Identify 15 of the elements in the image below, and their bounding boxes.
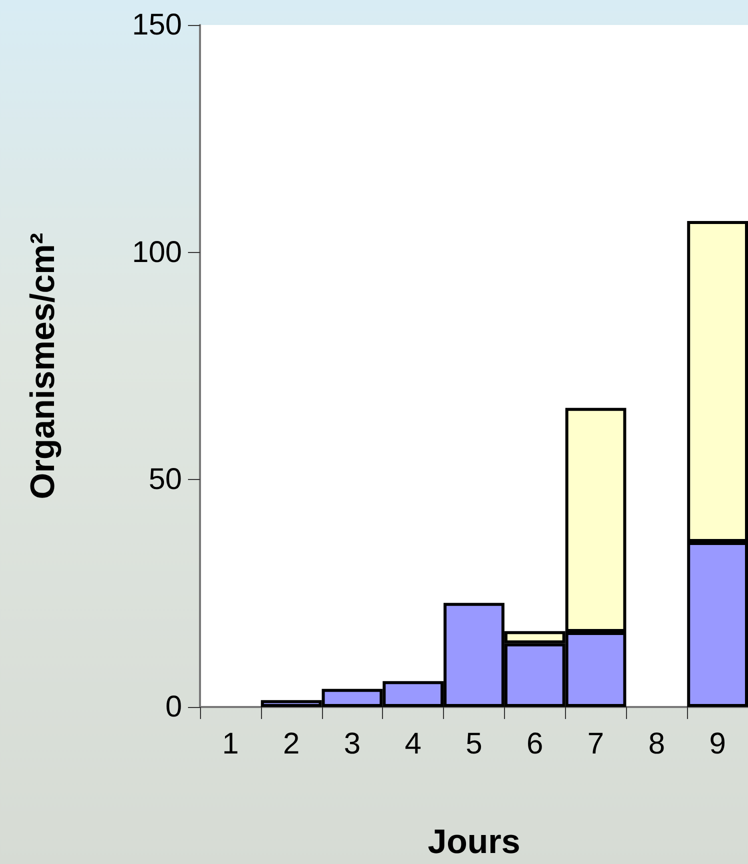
y-tick-label: 150 (132, 8, 182, 42)
x-tick-label: 9 (709, 728, 726, 760)
x-tick-label: 4 (404, 728, 422, 760)
y-tick-label: 50 (148, 463, 182, 496)
y-axis-title: Organismes/cm² (24, 232, 62, 500)
y-tick-label: 100 (132, 236, 182, 269)
x-tick-label: 2 (282, 728, 300, 760)
x-tick-label: 6 (526, 728, 544, 760)
x-tick-label: 3 (344, 728, 361, 760)
x-tick-label: 1 (222, 728, 239, 760)
y-tick-label: 0 (165, 690, 182, 724)
x-axis-title: Jours (428, 823, 520, 861)
x-tick-label: 7 (587, 728, 604, 760)
x-tick-label: 5 (466, 728, 482, 760)
x-tick-label: 8 (648, 728, 666, 760)
